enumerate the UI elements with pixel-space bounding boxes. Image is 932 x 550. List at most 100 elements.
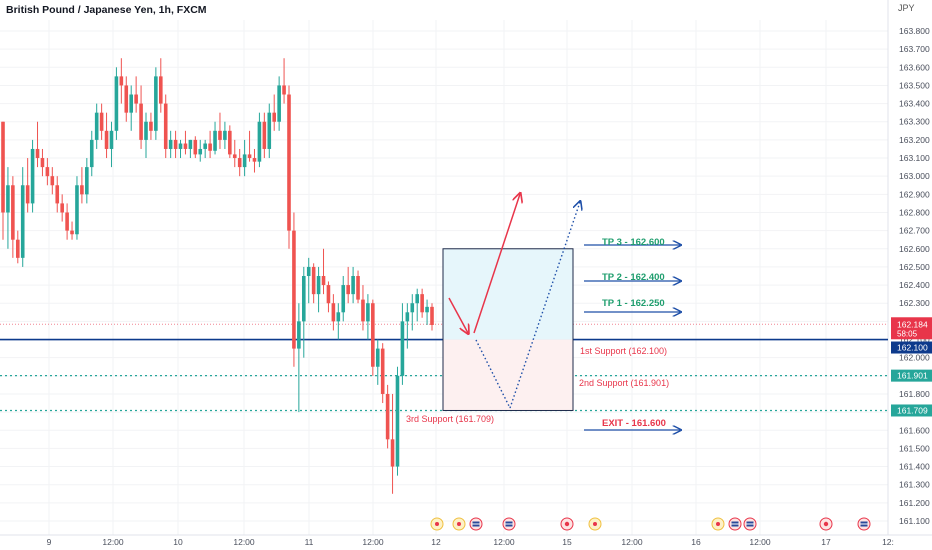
price-tick-label: 161.100	[899, 516, 930, 526]
price-tick-label: 162.400	[899, 280, 930, 290]
candle-body	[99, 112, 104, 131]
candle-body	[277, 85, 281, 122]
price-tick-label: 161.400	[899, 462, 930, 472]
candle-body	[158, 76, 163, 104]
candle-body	[163, 103, 168, 149]
candle-body	[366, 303, 370, 322]
level-price-value: 161.901	[897, 371, 928, 381]
candle-body	[282, 85, 286, 95]
candle-body	[301, 276, 306, 322]
price-tick-label: 162.700	[899, 226, 930, 236]
candle-body	[252, 158, 257, 162]
candle-body	[94, 112, 99, 140]
candle-body	[154, 76, 158, 131]
candle-body	[385, 393, 390, 440]
target-zone	[443, 248, 573, 340]
price-tick-label: 162.600	[899, 244, 930, 254]
candle-body	[213, 130, 217, 151]
candle-body	[232, 154, 237, 159]
exit-label: EXIT - 161.600	[602, 418, 666, 429]
candle-body	[297, 321, 301, 349]
event-icon-dot	[435, 522, 439, 526]
level-price-badge[interactable]	[891, 341, 932, 354]
price-tick-label: 161.600	[899, 425, 930, 435]
candle-body	[346, 285, 350, 295]
candle-body	[267, 112, 272, 149]
price-axis[interactable]: 163.800 163.700 163.600 163.500 163.400 163.3…	[891, 26, 932, 526]
candle-body	[223, 130, 227, 140]
candle-body	[247, 154, 252, 159]
price-tick-label: 163.400	[899, 99, 930, 109]
price-tick-label: 162.000	[899, 353, 930, 363]
candle-body	[228, 130, 232, 155]
candle-body	[410, 303, 415, 313]
candle-body	[119, 76, 124, 86]
candle-body	[262, 121, 267, 149]
candle-body	[287, 94, 291, 231]
candle-body	[336, 312, 341, 322]
candle-body	[139, 103, 143, 140]
candle-body	[430, 306, 434, 325]
price-tick-label: 162.800	[899, 207, 930, 217]
level-price-badge[interactable]	[891, 404, 932, 417]
candle-body	[415, 294, 420, 304]
projection-arrow-down	[448, 297, 468, 333]
price-tick-label: 161.300	[899, 480, 930, 490]
event-icon-dot	[457, 522, 461, 526]
candle-body	[208, 143, 212, 151]
price-tick-label: 163.500	[899, 80, 930, 90]
trade-zone	[442, 248, 574, 411]
candle-body	[331, 303, 336, 322]
event-icons[interactable]	[430, 517, 871, 531]
candle-body	[242, 154, 247, 168]
candle-body	[371, 303, 375, 367]
candle-body	[341, 285, 346, 313]
price-tick-label: 161.800	[899, 389, 930, 399]
price-tick-label: 162.100	[899, 335, 930, 345]
candle-body	[70, 230, 74, 235]
candle-body	[183, 143, 188, 149]
level-price-value: 162.100	[897, 343, 928, 353]
time-tick-label: 12:00	[621, 537, 643, 547]
time-tick-label: 15	[562, 537, 572, 547]
stop-zone	[443, 339, 573, 411]
candle-body	[351, 276, 355, 295]
candle-body	[65, 212, 69, 231]
candle-body	[55, 185, 60, 204]
last-price-badge[interactable]	[891, 317, 932, 340]
price-tick-label: 162.900	[899, 189, 930, 199]
candle-body	[25, 185, 30, 204]
candle-body	[237, 158, 242, 168]
candle-body	[188, 139, 193, 149]
support2-label: 2nd Support (161.901)	[579, 378, 669, 388]
event-icon-dot	[716, 522, 720, 526]
level-price-badge[interactable]	[891, 369, 932, 382]
price-tick-label: 163.600	[899, 62, 930, 72]
candle-body	[109, 130, 114, 149]
candle-body	[311, 266, 316, 295]
candle-body	[35, 148, 40, 159]
candle-body	[306, 266, 311, 276]
candle-body	[405, 312, 410, 322]
time-tick-label: 12:00	[102, 537, 124, 547]
zone-border	[442, 248, 574, 411]
time-axis[interactable]: 9 12:00 10 12:00 11 12:00 12 12:00 15 12:00 16 12:0…	[47, 537, 894, 547]
projection-arrow-up	[473, 194, 520, 334]
candle-body	[390, 439, 395, 467]
price-tick-label: 163.200	[899, 135, 930, 145]
time-tick-label: 12:00	[233, 537, 255, 547]
candle-body	[11, 185, 15, 240]
candle-body	[6, 185, 10, 213]
candle-body	[292, 230, 296, 349]
candle-body	[89, 139, 94, 168]
time-tick-label: 16	[691, 537, 701, 547]
candle-body	[144, 121, 148, 140]
candle-body	[15, 239, 20, 258]
candle-body	[45, 167, 50, 177]
candle-body	[30, 148, 35, 204]
candle-body	[124, 85, 129, 113]
price-tick-label: 163.300	[899, 117, 930, 127]
last-price-value: 162.184	[897, 319, 928, 329]
